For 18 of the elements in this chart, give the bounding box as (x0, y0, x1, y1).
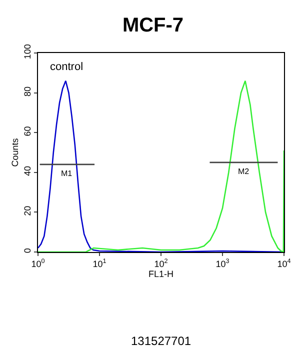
x-tick-label: 10$^{4}$ (277, 258, 292, 269)
text: 131527701 (131, 334, 192, 348)
y-tick-label: 20 (22, 206, 32, 216)
series-label: M1 (61, 169, 73, 178)
chart-title: MCF-7 (122, 14, 184, 36)
x-tick-label: 10$^{3}$ (216, 258, 230, 269)
x-tick-label: 10$^{1}$ (92, 258, 107, 269)
y-axis-title: Counts (10, 138, 20, 167)
y-tick-label: 100 (22, 44, 32, 60)
y-tick-label: 0 (22, 248, 32, 254)
y-tick-label: 60 (22, 126, 32, 136)
series-label: M2 (238, 167, 250, 176)
y-tick-label: 40 (22, 166, 32, 176)
series-label: control (50, 61, 84, 73)
x-tick-label: 10$^{0}$ (31, 258, 46, 269)
y-tick-label: 80 (22, 86, 32, 96)
x-tick-label: 10$^{2}$ (154, 258, 168, 269)
x-axis-title: FL1-H (148, 268, 174, 279)
